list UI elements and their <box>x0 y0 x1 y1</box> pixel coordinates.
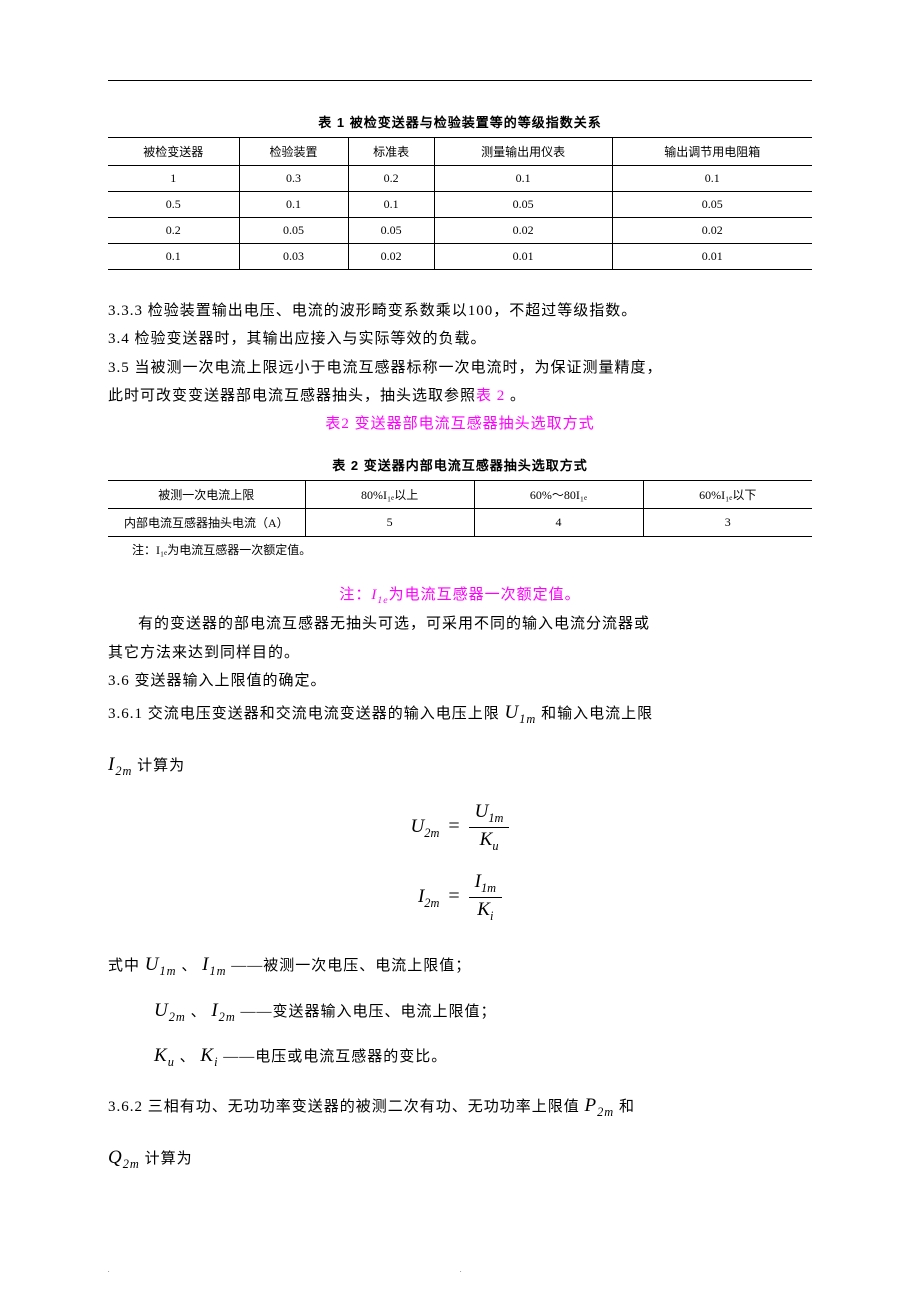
table2: 被测一次电流上限 80%I₁ₑ以上 60%～80I₁ₑ 60%I₁ₑ以下 内部电… <box>108 480 812 537</box>
where-line-3: Ku 、 Ki ——电压或电流互感器的变比。 <box>154 1033 812 1079</box>
para-361-cont: I2m 计算为 <box>108 748 812 782</box>
table2-col-3: 60%I₁ₑ以下 <box>643 481 812 509</box>
table1-title: 表 1 被检变送器与检验装置等的等级指数关系 <box>108 112 812 131</box>
table2-caption-red: 表2 变送器部电流互感器抽头选取方式 <box>108 411 812 437</box>
table1-row: 0.2 0.05 0.05 0.02 0.02 <box>108 218 812 244</box>
var-P2m: P2m <box>585 1095 615 1116</box>
page: 表 1 被检变送器与检验装置等的等级指数关系 被检变送器 检验装置 标准表 测量… <box>0 0 920 1302</box>
table2-note-red: 注：I1e为电流互感器一次额定值。 <box>108 582 812 609</box>
table2-col-1: 80%I₁ₑ以上 <box>305 481 474 509</box>
var-Q2m: Q2m <box>108 1147 140 1168</box>
table1-col-3: 测量输出用仪表 <box>434 138 612 166</box>
para-333: 3.3.3 检验装置输出电压、电流的波形畸变系数乘以100，不超过等级指数。 <box>108 298 812 324</box>
table1-row: 0.5 0.1 0.1 0.05 0.05 <box>108 192 812 218</box>
para-361: 3.6.1 交流电压变送器和交流电流变送器的输入电压上限 U1m 和输入电流上限 <box>108 696 812 730</box>
content: 表 1 被检变送器与检验装置等的等级指数关系 被检变送器 检验装置 标准表 测量… <box>108 112 812 1176</box>
table1-col-2: 标准表 <box>348 138 434 166</box>
ref-table2: 表 2 <box>476 388 510 404</box>
table2-col-2: 60%～80I₁ₑ <box>474 481 643 509</box>
table1-col-1: 检验装置 <box>239 138 348 166</box>
formula-U2m: U2m = U1m Ku <box>108 801 812 854</box>
header-rule <box>108 80 812 81</box>
table2-col-0: 被测一次电流上限 <box>108 481 305 509</box>
table1: 被检变送器 检验装置 标准表 测量输出用仪表 输出调节用电阻箱 1 0.3 0.… <box>108 137 812 270</box>
where-line-1: 式中 U1m 、 I1m ——被测一次电压、电流上限值； <box>108 942 812 988</box>
where-line-2: U2m 、 I2m ——变送器输入电压、电流上限值； <box>154 988 812 1034</box>
var-U1m: U1m <box>505 702 537 723</box>
formula-I2m: I2m = I1m Ki <box>108 871 812 924</box>
table1-col-0: 被检变送器 <box>108 138 239 166</box>
table2-note: 注：I₁ₑ为电流互感器一次额定值。 <box>132 541 812 558</box>
para-34: 3.4 检验变送器时，其输出应接入与实际等效的负载。 <box>108 326 812 352</box>
para-after-t2-a: 有的变送器的部电流互感器无抽头可选，可采用不同的输入电流分流器或 <box>108 611 812 637</box>
para-36: 3.6 变送器输入上限值的确定。 <box>108 668 812 694</box>
para-362-cont: Q2m 计算为 <box>108 1141 812 1175</box>
para-362: 3.6.2 三相有功、无功功率变送器的被测二次有功、无功功率上限值 P2m 和 <box>108 1089 812 1123</box>
para-35a: 3.5 当被测一次电流上限远小于电流互感器标称一次电流时，为保证测量精度， <box>108 355 812 381</box>
table1-row: 0.1 0.03 0.02 0.01 0.01 <box>108 244 812 270</box>
para-35b: 此时可改变变送器部电流互感器抽头，抽头选取参照表 2 。 <box>108 383 812 409</box>
var-I2m-pre: I2m <box>108 754 132 775</box>
table1-row: 1 0.3 0.2 0.1 0.1 <box>108 166 812 192</box>
table2-title: 表 2 变送器内部电流互感器抽头选取方式 <box>108 455 812 474</box>
table1-col-4: 输出调节用电阻箱 <box>612 138 812 166</box>
table2-row: 内部电流互感器抽头电流（A） 5 4 3 <box>108 509 812 537</box>
para-after-t2-b: 其它方法来达到同样目的。 <box>108 640 812 666</box>
